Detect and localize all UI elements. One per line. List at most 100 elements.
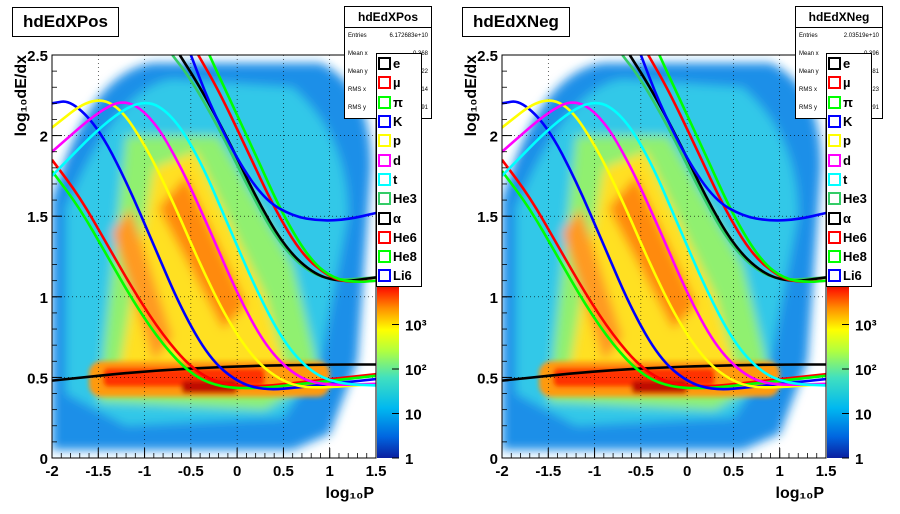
legend-entry: α bbox=[377, 208, 421, 227]
y-tick-label: 2 bbox=[490, 129, 498, 146]
x-axis-label: log₁₀P bbox=[326, 485, 375, 502]
legend-swatch bbox=[828, 95, 841, 109]
curve-α bbox=[628, 55, 826, 282]
legend-label: p bbox=[393, 133, 401, 149]
legend-label: K bbox=[393, 114, 403, 130]
legend-label: t bbox=[393, 171, 398, 187]
legend-swatch bbox=[378, 115, 391, 129]
right-panel: -2 -1.5 -1 -0.5 0 0.5 1 1.5 log₁₀P 0 0.5 1 1.5 2 2.5lo… bbox=[463, 48, 877, 502]
legend-swatch bbox=[378, 250, 391, 264]
legend-label: t bbox=[843, 171, 848, 187]
stats-label: Entries bbox=[799, 33, 818, 39]
stats-value: 6.172683e+10 bbox=[389, 33, 428, 39]
x-tick-label: -1 bbox=[138, 463, 151, 480]
legend-swatch bbox=[828, 153, 841, 167]
stats-name: hdEdXNeg bbox=[796, 7, 882, 28]
legend-entry: K bbox=[377, 112, 421, 131]
curve-e bbox=[502, 363, 826, 382]
y-tick-label: 1.5 bbox=[477, 209, 498, 226]
legend-swatch bbox=[828, 134, 841, 148]
legend-swatch bbox=[828, 230, 841, 244]
legend-swatch bbox=[378, 230, 391, 244]
curves bbox=[502, 55, 826, 391]
palette-tick-label: 10³ bbox=[855, 318, 877, 335]
legend-entry: He6 bbox=[827, 228, 871, 247]
legend-entry: d bbox=[827, 150, 871, 169]
x-tick-label: 1.5 bbox=[816, 463, 837, 480]
y-tick-label: 0 bbox=[40, 451, 48, 468]
heatmap-region bbox=[608, 175, 697, 330]
legend-label: µ bbox=[843, 75, 851, 91]
legend-entry: t bbox=[377, 170, 421, 189]
x-tick-label: 1 bbox=[776, 463, 784, 480]
legend-label: He3 bbox=[393, 191, 417, 207]
legend-label: K bbox=[843, 114, 853, 130]
x-tick-label: 0 bbox=[233, 463, 241, 480]
legend-swatch bbox=[828, 172, 841, 186]
x-tick-label: -1.5 bbox=[535, 463, 561, 480]
legend-label: π bbox=[393, 94, 403, 110]
curve-t bbox=[52, 101, 376, 387]
legend-swatch bbox=[378, 95, 391, 109]
x-tick-label: -1.5 bbox=[85, 463, 111, 480]
legend-swatch bbox=[378, 192, 391, 206]
legend-label: Li6 bbox=[393, 268, 412, 284]
y-tick-label: 1.5 bbox=[27, 209, 48, 226]
legend-label: π bbox=[843, 94, 853, 110]
legend-label: d bbox=[393, 152, 401, 168]
stats-label: Mean x bbox=[348, 51, 368, 57]
y-tick-label: 0 bbox=[490, 451, 498, 468]
stats-name: hdEdXPos bbox=[345, 7, 431, 28]
palette-tick-label: 1 bbox=[405, 451, 413, 468]
heatmap bbox=[502, 55, 826, 458]
stats-label: Mean y bbox=[799, 69, 819, 75]
legend-entry: α bbox=[827, 208, 871, 227]
legend-label: He8 bbox=[843, 249, 867, 265]
y-tick-label: 2.5 bbox=[27, 48, 48, 65]
curve-d bbox=[52, 101, 376, 387]
curve-α bbox=[178, 55, 376, 282]
y-tick-label: 1 bbox=[40, 290, 48, 307]
legend-swatch bbox=[828, 115, 841, 129]
x-tick-label: -0.5 bbox=[628, 463, 654, 480]
legend-entry: Li6 bbox=[377, 266, 421, 285]
curves bbox=[52, 55, 376, 391]
x-axis-label: log₁₀P bbox=[776, 485, 825, 502]
legend-entry: π bbox=[827, 93, 871, 112]
legend-entry: t bbox=[827, 170, 871, 189]
legend-entry: d bbox=[377, 150, 421, 169]
stats-label: Entries bbox=[348, 33, 367, 39]
legend-label: µ bbox=[393, 75, 401, 91]
palette-tick-label: 10 bbox=[405, 407, 422, 424]
palette-tick-label: 10² bbox=[405, 362, 427, 379]
curve-Li6 bbox=[189, 55, 376, 222]
legend-label: He8 bbox=[393, 249, 417, 265]
curve-t bbox=[502, 101, 826, 387]
legend-label: He6 bbox=[393, 229, 417, 245]
heatmap-region bbox=[158, 175, 247, 330]
curve-d bbox=[502, 101, 826, 387]
y-tick-label: 2.5 bbox=[477, 48, 498, 65]
legend-entry: e bbox=[827, 54, 871, 73]
curve-µ bbox=[502, 159, 826, 388]
y-tick-label: 2 bbox=[40, 129, 48, 146]
legend-label: He3 bbox=[843, 191, 867, 207]
legend-swatch bbox=[378, 153, 391, 167]
legend-swatch bbox=[828, 250, 841, 264]
legend-swatch bbox=[828, 269, 841, 283]
x-tick-label: 0.5 bbox=[273, 463, 294, 480]
y-axis-label: log₁₀dE/dx bbox=[13, 55, 30, 136]
legend-label: e bbox=[843, 56, 851, 72]
heatmap-density bbox=[502, 63, 822, 450]
legend-swatch bbox=[828, 57, 841, 71]
legend-label: p bbox=[843, 133, 851, 149]
left-panel: -2 -1.5 -1 -0.5 0 0.5 1 1.5 log₁₀P 0 0.5 1 1.5 2 2.5lo… bbox=[13, 48, 427, 502]
stats-value: 2.03519e+10 bbox=[843, 33, 879, 39]
color-palette: 1 10 10² 10³ bbox=[377, 280, 427, 468]
palette-tick-label: 10 bbox=[855, 407, 872, 424]
y-tick-label: 0.5 bbox=[27, 370, 48, 387]
curve-He8 bbox=[208, 55, 376, 284]
